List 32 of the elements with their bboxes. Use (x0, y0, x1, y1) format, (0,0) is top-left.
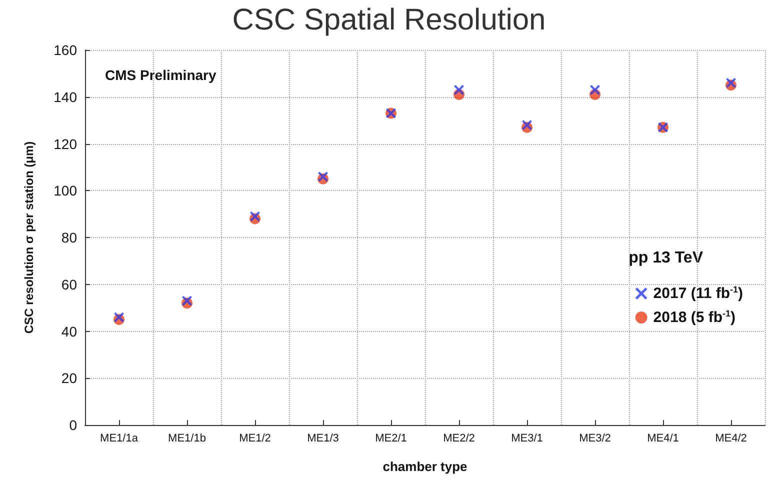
x-tick-label: ME1/1a (100, 432, 139, 444)
x-tick-label: ME3/2 (579, 432, 611, 444)
x-tick-label: ME1/3 (307, 432, 339, 444)
x-tick-label: ME4/1 (647, 432, 679, 444)
x-tick-label: ME1/2 (239, 432, 271, 444)
y-tick-label: 80 (61, 230, 78, 246)
x-tick-label: ME2/2 (443, 432, 475, 444)
y-tick-label: 0 (69, 417, 78, 433)
x-tick-label: ME2/1 (375, 432, 407, 444)
y-tick-label: 140 (54, 88, 78, 105)
point (318, 172, 328, 182)
annotation: CMS Preliminary (105, 67, 216, 83)
y-axis-title: CSC resolution σ per station (μm) (22, 141, 36, 334)
y-tick-label: 100 (54, 182, 78, 199)
point (114, 312, 124, 322)
y-tick-label: 120 (54, 136, 78, 152)
x-tick-label: ME3/1 (511, 432, 543, 444)
point (522, 120, 532, 130)
y-tick-label: 40 (61, 323, 78, 340)
y-tick-label: 20 (61, 370, 78, 386)
x-tick-label: ME4/2 (715, 432, 747, 444)
x-tick-label: ME1/1b (168, 432, 206, 444)
point (182, 296, 192, 306)
point (590, 84, 600, 95)
y-tick-label: 160 (54, 42, 78, 58)
point (454, 84, 464, 95)
chart-title: CSC Spatial Resolution (232, 4, 546, 36)
legend-title: pp 13 TeV (628, 250, 704, 266)
x-axis-title: chamber type (382, 459, 468, 474)
point (250, 211, 260, 222)
y-tick-label: 60 (61, 276, 78, 292)
point (726, 78, 736, 88)
